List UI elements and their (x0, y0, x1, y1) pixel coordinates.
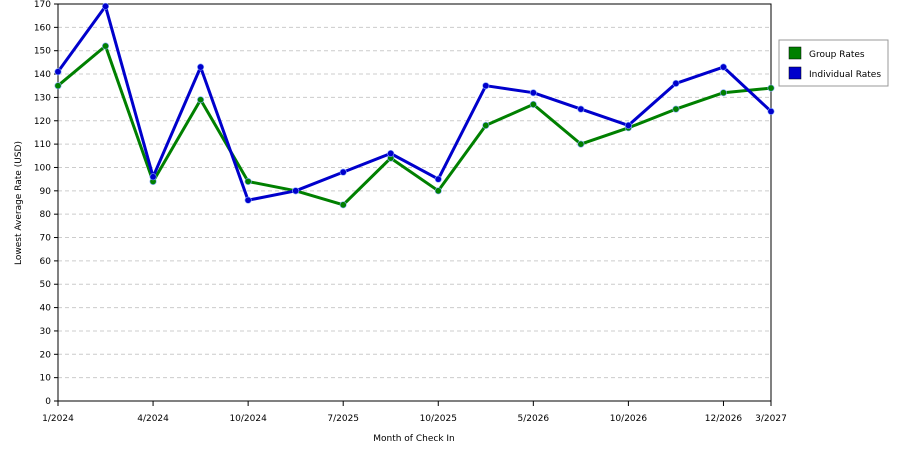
data-point (719, 89, 727, 97)
series-line-0 (57, 44, 772, 207)
data-point (624, 121, 632, 129)
y-tick-label: 140 (34, 70, 51, 80)
y-axis: 0 10 20 30 40 50 60 70 80 90 100 110 120 130 140 150 160… (34, 0, 58, 407)
legend-label-group-rates: Group Rates (809, 50, 865, 60)
x-tick-label: 12/2026 (705, 414, 743, 424)
data-point (482, 82, 490, 90)
x-tick-label: 10/2025 (420, 414, 457, 424)
data-point (719, 63, 727, 71)
legend: Group Rates Individual Rates (778, 39, 889, 87)
y-tick-label: 20 (40, 350, 52, 360)
y-axis-title: Lowest Average Rate (USD) (14, 141, 24, 265)
x-axis-title: Month of Check In (373, 434, 455, 444)
y-tick-label: 170 (34, 0, 51, 10)
y-tick-label: 40 (40, 304, 52, 314)
legend-swatch-individual-rates (788, 66, 802, 80)
y-tick-label: 60 (40, 257, 52, 267)
data-point (54, 68, 62, 76)
data-point (529, 100, 537, 108)
data-point (244, 196, 252, 204)
y-tick-label: 160 (34, 23, 51, 33)
data-point (434, 187, 442, 195)
x-tick-label: 3/2027 (755, 414, 787, 424)
data-point (102, 42, 110, 50)
data-point (102, 2, 110, 10)
plot-area-frame (57, 3, 772, 402)
y-tick-label: 10 (40, 374, 52, 384)
x-tick-label: 5/2026 (517, 414, 549, 424)
data-point (529, 89, 537, 97)
data-point (292, 187, 300, 195)
legend-label-individual-rates: Individual Rates (809, 70, 881, 80)
y-tick-label: 0 (45, 397, 51, 407)
y-tick-label: 50 (40, 280, 52, 290)
x-tick-label: 10/2026 (610, 414, 648, 424)
data-point (197, 63, 205, 71)
data-point (387, 149, 395, 157)
grid-lines (58, 26, 771, 379)
y-tick-label: 80 (40, 210, 52, 220)
data-point (149, 173, 157, 181)
y-tick-label: 30 (40, 327, 52, 337)
y-tick-label: 130 (34, 93, 51, 103)
x-tick-label: 4/2024 (137, 414, 169, 424)
y-tick-label: 110 (34, 140, 51, 150)
x-tick-label: 1/2024 (42, 414, 74, 424)
data-point (197, 96, 205, 104)
x-tick-label: 7/2025 (327, 414, 359, 424)
data-point (767, 84, 775, 92)
data-point (434, 175, 442, 183)
y-tick-label: 100 (34, 163, 51, 173)
data-point (577, 140, 585, 148)
data-point (577, 105, 585, 113)
data-point (767, 107, 775, 115)
data-point (672, 79, 680, 87)
x-tick-label: 10/2024 (229, 414, 267, 424)
legend-swatch-group-rates (788, 46, 802, 60)
data-point (339, 168, 347, 176)
data-point (339, 201, 347, 209)
data-point (672, 105, 680, 113)
x-axis: 1/2024 4/2024 10/2024 7/2025 10/2025 5/2026 10… (42, 401, 787, 424)
y-tick-label: 70 (40, 234, 52, 244)
data-point (244, 177, 252, 185)
data-point (54, 82, 62, 90)
data-point (482, 121, 490, 129)
y-tick-label: 150 (34, 47, 51, 57)
series-line-1 (56, 4, 773, 202)
y-tick-label: 90 (40, 187, 52, 197)
y-tick-label: 120 (34, 117, 51, 127)
series-layer (54, 2, 775, 209)
